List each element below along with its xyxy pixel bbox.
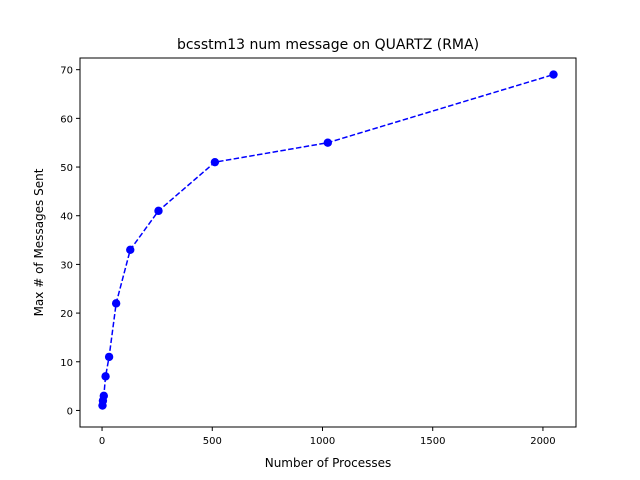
data-point	[549, 70, 558, 79]
data-point	[323, 138, 332, 147]
y-tick-label: 60	[60, 114, 73, 125]
x-tick-label: 0	[99, 436, 105, 447]
data-point	[154, 206, 163, 216]
y-tick-label: 70	[60, 66, 73, 77]
x-tick-label: 1000	[310, 436, 335, 447]
data-point	[99, 391, 109, 401]
chart-title: bcsstm13 num message on QUARTZ (RMA)	[177, 37, 479, 53]
y-axis-ticks: 0 10 20 30 40 50 60 70	[60, 66, 80, 417]
series-layer	[98, 70, 558, 410]
data-point	[101, 372, 110, 381]
axes-frame	[79, 57, 577, 428]
y-tick-label: 30	[60, 260, 73, 271]
y-tick-label: 50	[60, 163, 73, 174]
data-point	[210, 157, 220, 167]
y-tick-label: 40	[60, 212, 73, 223]
plot-area	[80, 58, 576, 427]
y-tick-label: 10	[60, 358, 73, 369]
x-tick-label: 1500	[420, 436, 445, 447]
data-point	[126, 245, 135, 254]
x-tick-label: 500	[203, 436, 222, 447]
data-point	[104, 352, 114, 362]
x-tick-label: 2000	[530, 436, 555, 447]
y-tick-label: 20	[60, 309, 73, 320]
x-axis-label: Number of Processes	[265, 456, 392, 470]
data-point	[111, 299, 121, 308]
x-axis-ticks: 0 500 1000 1500 2000	[99, 427, 556, 447]
y-tick-label: 0	[67, 406, 73, 417]
y-axis-label: Max # of Messages Sent	[32, 168, 46, 316]
